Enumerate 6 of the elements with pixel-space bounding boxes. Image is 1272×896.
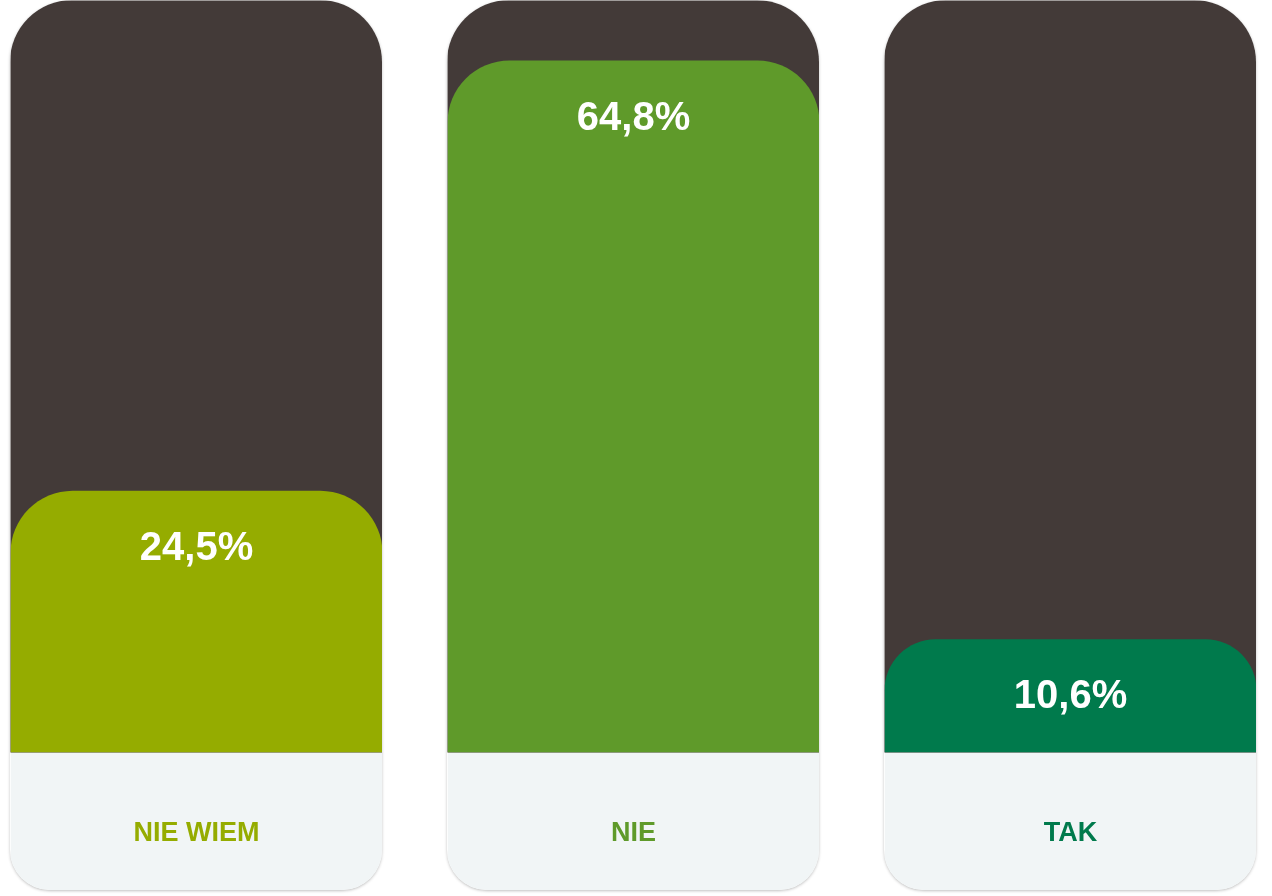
x-tick-label: NIE: [611, 816, 657, 847]
data-label: 10,6%: [1013, 672, 1128, 717]
x-tick-label: TAK: [1043, 816, 1098, 847]
x-tick-label: NIE WIEM: [133, 816, 260, 847]
data-label: 24,5%: [139, 523, 254, 568]
data-label: 64,8%: [576, 93, 691, 138]
